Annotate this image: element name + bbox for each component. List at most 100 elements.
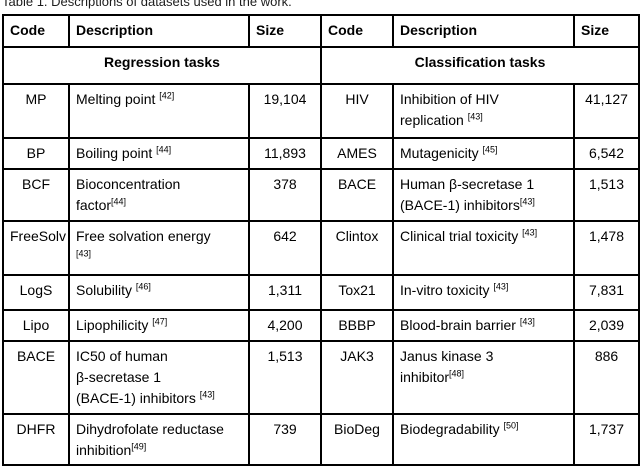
description-text: Biodegradability [400, 421, 504, 437]
table-caption: Table 1. Descriptions of datasets used i… [2, 0, 292, 9]
table-row: Lipo Lipophilicity [47] 4,200 BBBP Blood-bra… [2, 309, 640, 342]
size-cell: 11,893 [248, 137, 322, 170]
code-cell: Tox21 [320, 274, 394, 311]
table-row: BP Boiling point [44] 11,893 AMES Mutagenici… [2, 137, 640, 170]
size-cell: 1,513 [248, 340, 322, 415]
size-cell: 2,039 [573, 309, 640, 342]
size-cell: 41,127 [573, 83, 640, 139]
description-cell: Inhibition of HIV replication [43] [392, 83, 575, 139]
description-text: factor [76, 197, 112, 213]
code-cell: Lipo [2, 309, 70, 342]
description-text: β-secretase 1 [76, 369, 162, 385]
description-text: Mutagenicity [400, 145, 483, 161]
citation-ref: [43] [519, 316, 535, 327]
description-text: Boiling point [76, 145, 157, 161]
code-cell: FreeSolv [2, 220, 70, 276]
table-row: DHFR Dihydrofolate reductase inhibition[49… [2, 413, 640, 466]
citation-ref: [44] [156, 144, 172, 155]
description-line: (BACE-1) inhibitors[43] [400, 195, 567, 216]
description-line: Free solvation energy [76, 226, 242, 247]
citation-ref: [47] [152, 316, 168, 327]
description-cell: Janus kinase 3 inhibitor[48] [392, 340, 575, 415]
description-line: Lipophilicity [47] [76, 315, 242, 336]
table-row: FreeSolv Free solvation energy [43] 642 Clin… [2, 220, 640, 276]
citation-ref: [43] [493, 281, 509, 292]
section-row: Regression tasks Classification tasks [2, 46, 640, 85]
size-cell: 7,831 [573, 274, 640, 311]
size-cell: 378 [248, 168, 322, 222]
code-cell: BioDeg [320, 413, 394, 466]
table-caption-clip: Table 1. Descriptions of datasets used i… [2, 0, 640, 10]
table-row: MP Melting point [42] 19,104 HIV Inhibition … [2, 83, 640, 139]
size-cell: 1,737 [573, 413, 640, 466]
description-text: Inhibition of HIV [400, 91, 499, 107]
header-row: Code Description Size Code Description S… [2, 14, 640, 48]
description-line: Mutagenicity [45] [400, 143, 567, 164]
description-line: replication [43] [400, 110, 567, 131]
citation-ref: [43] [519, 196, 535, 207]
code-cell: DHFR [2, 413, 70, 466]
code-cell: MP [2, 83, 70, 139]
description-text: Blood-brain barrier [400, 317, 520, 333]
description-line: Biodegradability [50] [400, 419, 567, 440]
description-text: Bioconcentration [76, 176, 181, 192]
description-line: Solubility [46] [76, 280, 242, 301]
description-line: inhibitor[48] [400, 367, 567, 388]
description-cell: Blood-brain barrier [43] [392, 309, 575, 342]
description-cell: In-vitro toxicity [43] [392, 274, 575, 311]
code-cell: BBBP [320, 309, 394, 342]
header-size-left: Size [248, 14, 322, 48]
citation-ref: [42] [159, 90, 175, 101]
description-cell: Clinical trial toxicity [43] [392, 220, 575, 276]
code-cell: HIV [320, 83, 394, 139]
code-cell: BACE [2, 340, 70, 415]
citation-ref: [49] [131, 441, 147, 452]
header-code-left: Code [2, 14, 70, 48]
citation-ref: [45] [482, 144, 498, 155]
section-classification-tasks: Classification tasks [320, 46, 640, 85]
description-text: (BACE-1) inhibitors [76, 390, 200, 406]
description-line: Boiling point [44] [76, 143, 242, 164]
description-line: IC50 of human [76, 346, 242, 367]
description-line: β-secretase 1 [76, 367, 242, 388]
description-text: replication [400, 112, 468, 128]
datasets-table: Code Description Size Code Description S… [2, 14, 640, 466]
description-text: Free solvation energy [76, 228, 211, 244]
description-text: In-vitro toxicity [400, 282, 494, 298]
code-cell: BP [2, 137, 70, 170]
code-cell: BCF [2, 168, 70, 222]
size-cell: 739 [248, 413, 322, 466]
header-description-right: Description [392, 14, 575, 48]
table-body: MP Melting point [42] 19,104 HIV Inhibition … [2, 83, 640, 466]
code-cell: BACE [320, 168, 394, 222]
description-text: Clinical trial toxicity [400, 228, 523, 244]
description-cell: Solubility [46] [68, 274, 250, 311]
description-line: Janus kinase 3 [400, 346, 567, 367]
description-cell: Human β-secretase 1 (BACE-1) inhibitors[4… [392, 168, 575, 222]
description-line: factor[44] [76, 195, 242, 216]
citation-ref: [46] [135, 281, 151, 292]
code-cell: LogS [2, 274, 70, 311]
description-text: Solubility [76, 282, 136, 298]
description-cell: Dihydrofolate reductase inhibition[49] [68, 413, 250, 466]
description-line: In-vitro toxicity [43] [400, 280, 567, 301]
code-cell: JAK3 [320, 340, 394, 415]
description-line: inhibition[49] [76, 440, 242, 461]
description-cell: IC50 of human β-secretase 1 (BACE-1) inhib… [68, 340, 250, 415]
description-cell: Melting point [42] [68, 83, 250, 139]
description-cell: Bioconcentration factor[44] [68, 168, 250, 222]
description-text: IC50 of human [76, 348, 168, 364]
citation-ref: [43] [76, 248, 92, 259]
description-line: (BACE-1) inhibitors [43] [76, 388, 242, 409]
code-cell: Clintox [320, 220, 394, 276]
description-text: Lipophilicity [76, 317, 153, 333]
citation-ref: [43] [522, 227, 538, 238]
header-description-left: Description [68, 14, 250, 48]
size-cell: 886 [573, 340, 640, 415]
description-text: inhibition [76, 442, 132, 458]
size-cell: 19,104 [248, 83, 322, 139]
description-line: Bioconcentration [76, 174, 242, 195]
description-line: [43] [76, 247, 242, 268]
description-line: Human β-secretase 1 [400, 174, 567, 195]
citation-ref: [48] [449, 368, 465, 379]
